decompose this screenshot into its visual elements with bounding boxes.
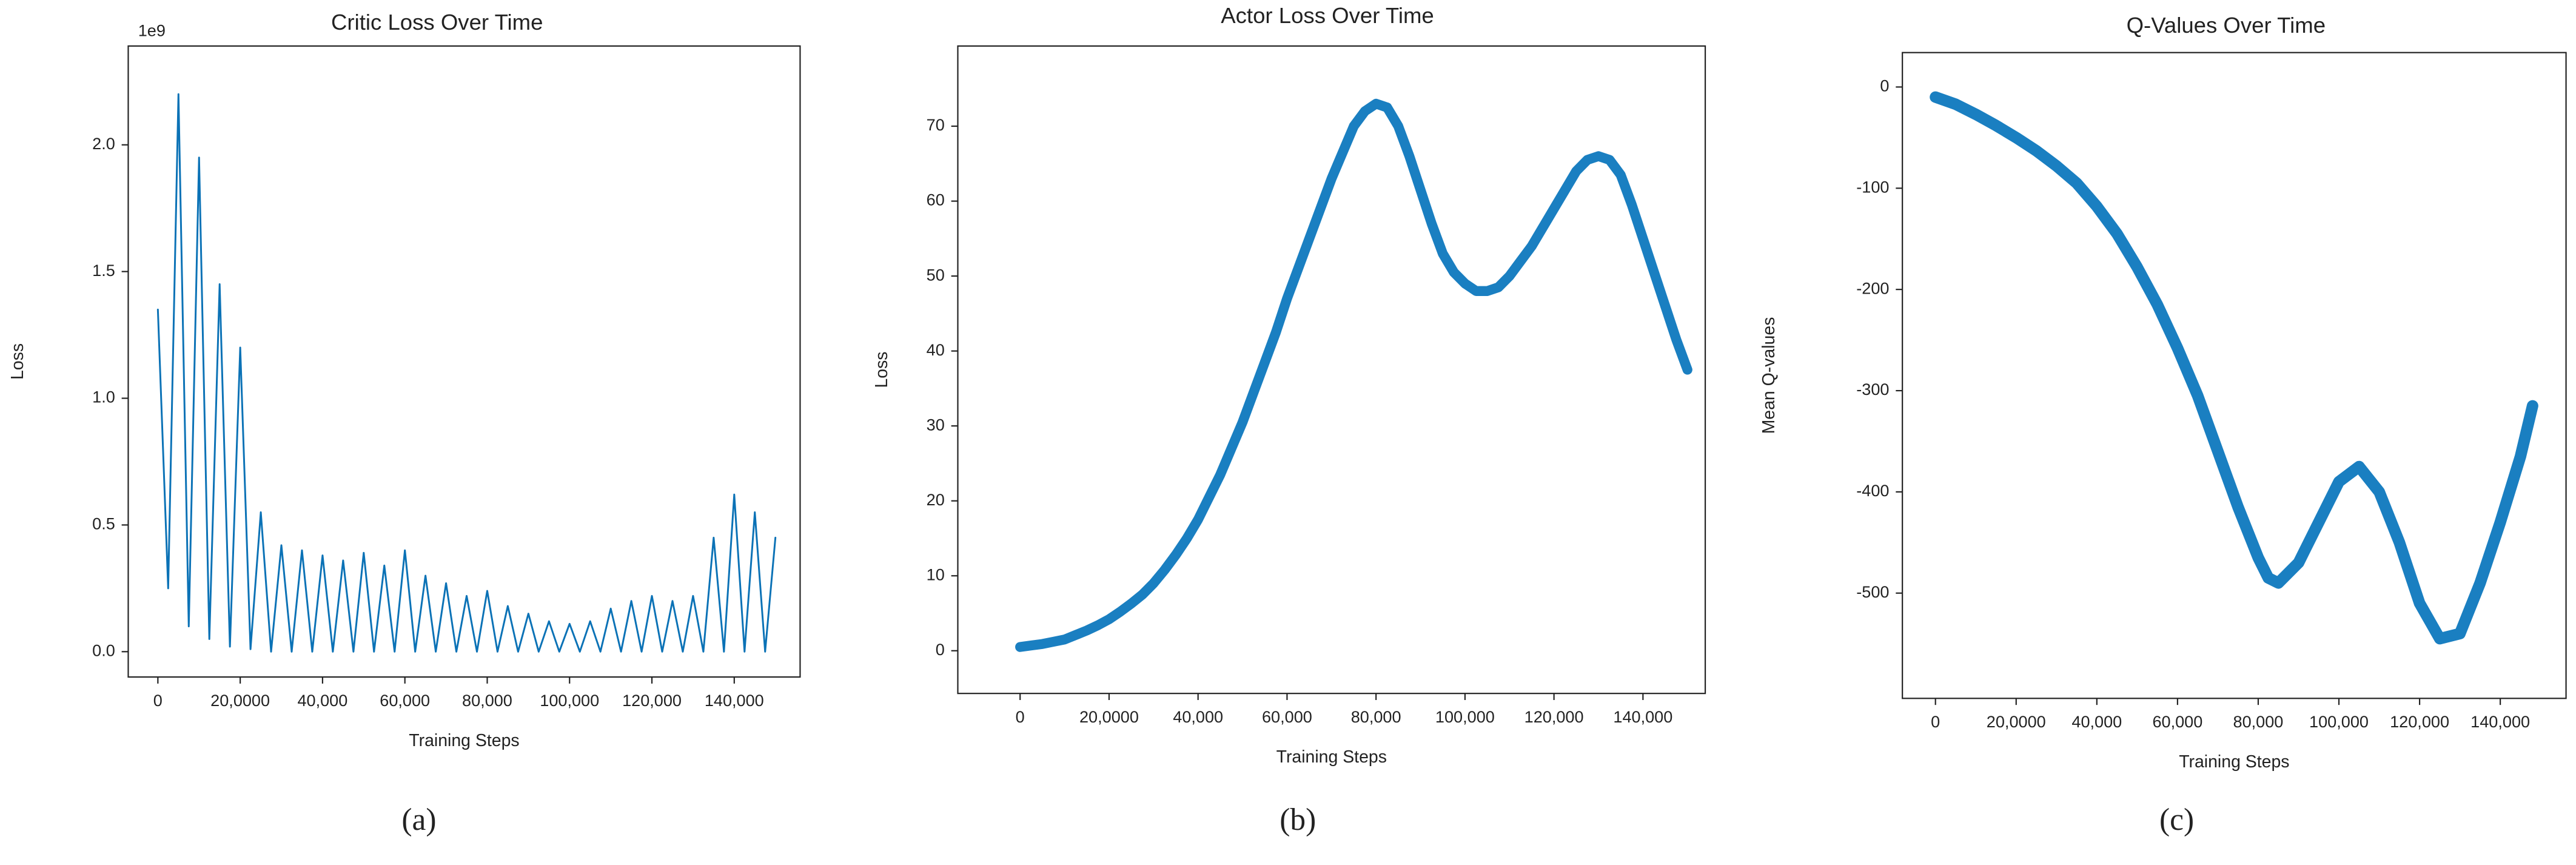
plot-frame xyxy=(957,45,1706,695)
x-tick-label: 20,0000 xyxy=(1079,707,1139,726)
y-tick-label: 40 xyxy=(927,340,945,359)
x-tick-label: 120,000 xyxy=(1524,707,1584,726)
x-tick-label: 80,000 xyxy=(2233,712,2284,731)
x-tick-label: 120,000 xyxy=(2390,712,2449,731)
y-tick-label: 60 xyxy=(927,190,945,209)
chart-title: Critic Loss Over Time xyxy=(331,10,543,35)
chart-title: Actor Loss Over Time xyxy=(1221,3,1434,28)
x-tick-label: 40,000 xyxy=(1173,707,1223,726)
x-tick-label: 20,0000 xyxy=(210,691,270,710)
x-axis-label: Training Steps xyxy=(1276,747,1387,767)
panel-label: (a) xyxy=(401,803,436,837)
plot-frame xyxy=(127,45,801,678)
y-tick-label: -300 xyxy=(1856,380,1889,399)
y-tick-label: 1.0 xyxy=(92,388,115,406)
x-tick-label: 140,000 xyxy=(705,691,764,710)
data-line xyxy=(156,93,777,653)
x-tick-label: 140,000 xyxy=(2470,712,2530,731)
panel-label: (b) xyxy=(1280,803,1316,837)
x-tick-label: 0 xyxy=(153,691,163,710)
panel-label: (c) xyxy=(2159,803,2194,837)
y-axis-label: Loss xyxy=(8,343,27,380)
y-tick-label: 2.0 xyxy=(92,134,115,153)
x-axis-label: Training Steps xyxy=(2179,752,2289,772)
x-tick-label: 100,000 xyxy=(1435,707,1495,726)
x-tick-label: 40,000 xyxy=(2071,712,2122,731)
y-tick-label: 70 xyxy=(927,115,945,134)
x-tick-label: 80,000 xyxy=(462,691,512,710)
y-tick-label: 10 xyxy=(927,565,945,584)
offset-text: 1e9 xyxy=(138,21,166,40)
y-tick-label: 0.0 xyxy=(92,641,115,659)
x-tick-label: 0 xyxy=(1016,707,1025,726)
y-tick-label: 50 xyxy=(927,265,945,284)
y-tick-label: 0 xyxy=(936,640,945,659)
x-axis-label: Training Steps xyxy=(409,731,519,750)
data-line xyxy=(1930,91,2538,645)
y-axis-label: Loss xyxy=(872,351,891,388)
y-tick-label: -400 xyxy=(1856,481,1889,500)
x-tick-label: 60,000 xyxy=(1262,707,1312,726)
y-tick-label: 30 xyxy=(927,415,945,434)
x-tick-label: 140,000 xyxy=(1613,707,1672,726)
x-tick-label: 20,0000 xyxy=(1987,712,2046,731)
x-tick-label: 0 xyxy=(1931,712,1940,731)
chart-title: Q-Values Over Time xyxy=(2127,13,2326,38)
y-tick-label: 1.5 xyxy=(92,261,115,280)
x-tick-label: 60,000 xyxy=(380,691,430,710)
x-tick-label: 40,000 xyxy=(297,691,347,710)
y-tick-label: 0.5 xyxy=(92,514,115,533)
y-axis-label: Mean Q-values xyxy=(1759,317,1779,434)
y-tick-label: 20 xyxy=(927,490,945,509)
x-tick-label: 60,000 xyxy=(2152,712,2202,731)
data-line xyxy=(1015,98,1692,652)
y-tick-label: -500 xyxy=(1856,582,1889,601)
plot-frame xyxy=(1902,52,2567,699)
x-tick-label: 100,000 xyxy=(540,691,599,710)
y-tick-label: -100 xyxy=(1856,177,1889,196)
x-tick-label: 80,000 xyxy=(1351,707,1401,726)
y-tick-label: -200 xyxy=(1856,278,1889,297)
x-tick-label: 100,000 xyxy=(2309,712,2369,731)
x-tick-label: 120,000 xyxy=(622,691,682,710)
y-tick-label: 0 xyxy=(1880,76,1889,95)
